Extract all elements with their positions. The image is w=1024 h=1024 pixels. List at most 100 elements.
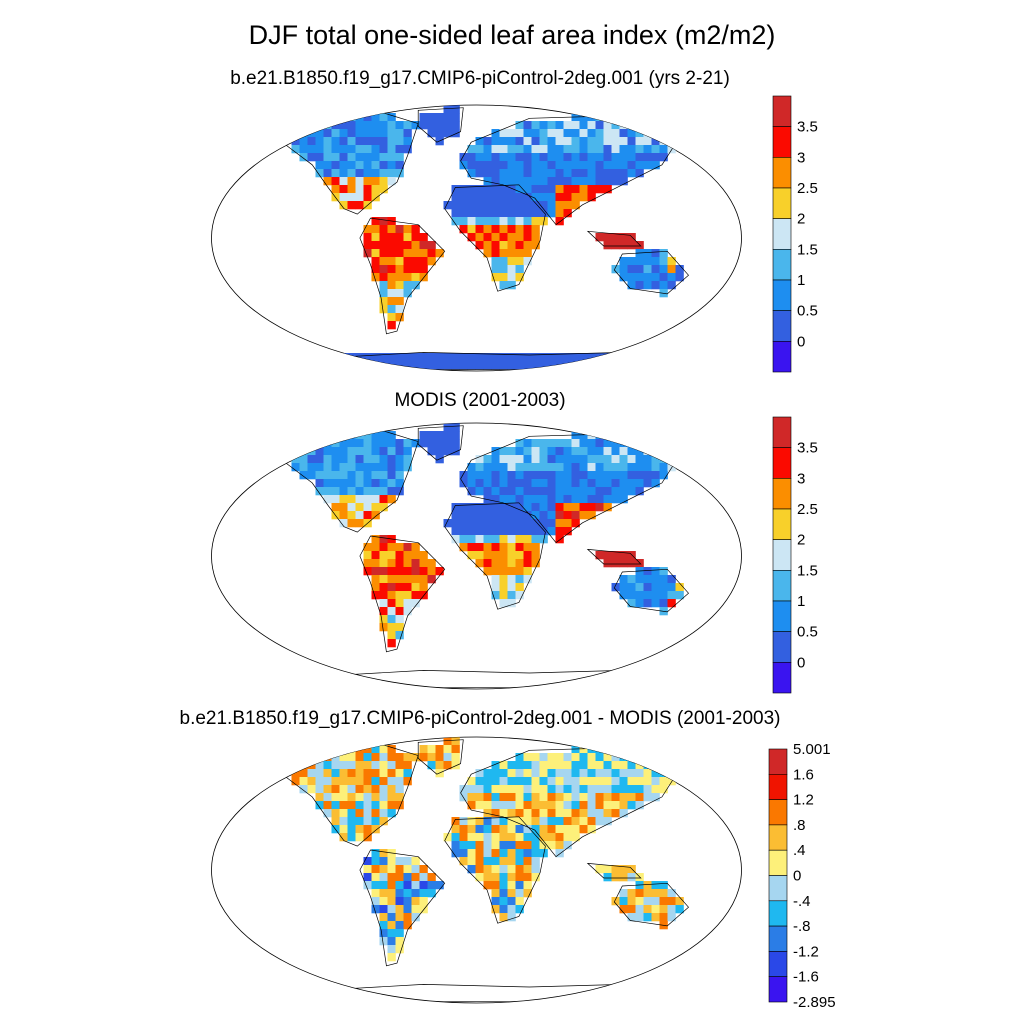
map-cell <box>467 865 476 874</box>
map-cell <box>379 503 388 512</box>
map-cell <box>315 785 324 794</box>
map-cell <box>483 487 492 496</box>
map-cell <box>603 793 612 802</box>
map-cell <box>563 153 572 162</box>
map-cell <box>387 865 396 874</box>
map-cell <box>667 455 676 464</box>
map-cell <box>491 193 500 202</box>
map-cell <box>331 455 340 464</box>
map-cell <box>363 857 372 866</box>
map-cell <box>659 129 668 138</box>
map-cell <box>531 169 540 178</box>
map-cell <box>563 447 572 456</box>
map-cell <box>555 137 564 146</box>
map-cell <box>411 591 420 600</box>
map-cell <box>331 503 340 512</box>
map-cell <box>651 273 660 282</box>
colorbar-bin <box>772 187 792 219</box>
map-cell <box>379 439 388 448</box>
map-cell <box>307 471 316 480</box>
map-cell <box>299 361 308 370</box>
map-cell <box>483 511 492 520</box>
map-cell <box>475 535 484 544</box>
map-cell <box>355 185 364 194</box>
map-cell <box>339 121 348 130</box>
map-cell <box>515 439 524 448</box>
map-cell <box>547 817 556 826</box>
map-cell <box>347 439 356 448</box>
map-cell <box>563 455 572 464</box>
map-cell <box>387 543 396 552</box>
map-cell <box>443 121 452 130</box>
map-cell <box>387 233 396 242</box>
map-cell <box>523 177 532 186</box>
map-cell <box>339 785 348 794</box>
map-cell <box>403 865 412 874</box>
map-cell <box>523 809 532 818</box>
map-cell <box>563 479 572 488</box>
map-cell <box>379 865 388 874</box>
map-cell <box>515 217 524 226</box>
panel-3-title: b.e21.B1850.f19_g17.CMIP6-piControl-2deg… <box>179 708 781 729</box>
map-cell <box>587 353 596 362</box>
map-cell <box>619 889 628 898</box>
map-cell <box>347 471 356 480</box>
map-cell <box>371 479 380 488</box>
map-cell <box>411 575 420 584</box>
map-cell <box>355 161 364 170</box>
map-cell <box>539 145 548 154</box>
map-cell <box>419 439 428 448</box>
map-cell <box>603 463 612 472</box>
map-cell <box>491 129 500 138</box>
map-cell <box>371 113 380 122</box>
map-cell <box>507 193 516 202</box>
map-cell <box>395 905 404 914</box>
map-cell <box>643 273 652 282</box>
map-cell <box>395 591 404 600</box>
map-cell <box>459 857 468 866</box>
map-cell <box>675 447 684 456</box>
map-cell <box>467 161 476 170</box>
map-cell <box>339 153 348 162</box>
map-cell <box>387 455 396 464</box>
map-cell <box>635 361 644 370</box>
map-cell <box>635 793 644 802</box>
map-cell <box>363 809 372 818</box>
map-cell <box>499 559 508 568</box>
map-cell <box>355 745 364 754</box>
map-cell <box>531 527 540 536</box>
map-cell <box>395 801 404 810</box>
map-cell <box>387 439 396 448</box>
map-cell <box>331 129 340 138</box>
map-cell <box>403 265 412 274</box>
map-cell <box>451 817 460 826</box>
map-cell <box>491 201 500 210</box>
map-cell <box>451 129 460 138</box>
map-cell <box>587 761 596 770</box>
map-cell <box>531 809 540 818</box>
map-cell <box>459 201 468 210</box>
map-cell <box>475 511 484 520</box>
map-cell <box>355 495 364 504</box>
map-cell <box>483 185 492 194</box>
map-cell <box>491 519 500 528</box>
colorbar-bin <box>772 600 792 632</box>
map-cell <box>523 233 532 242</box>
map-cell <box>379 137 388 146</box>
map-cell <box>395 769 404 778</box>
map-cell <box>643 769 652 778</box>
map-cell <box>515 209 524 218</box>
map-cell <box>379 905 388 914</box>
map-cell <box>603 785 612 794</box>
map-cell <box>387 177 396 186</box>
map-cell <box>443 423 452 432</box>
map-cell <box>483 169 492 178</box>
map-cell <box>427 431 436 440</box>
map-cell <box>523 471 532 480</box>
map-cell <box>595 169 604 178</box>
map-cell <box>339 769 348 778</box>
map-cell <box>667 599 676 608</box>
map-cell <box>475 769 484 778</box>
map-cell <box>403 543 412 552</box>
map-cell <box>659 905 668 914</box>
